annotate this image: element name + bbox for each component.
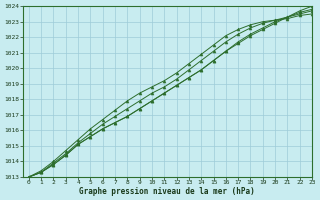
- X-axis label: Graphe pression niveau de la mer (hPa): Graphe pression niveau de la mer (hPa): [79, 187, 255, 196]
